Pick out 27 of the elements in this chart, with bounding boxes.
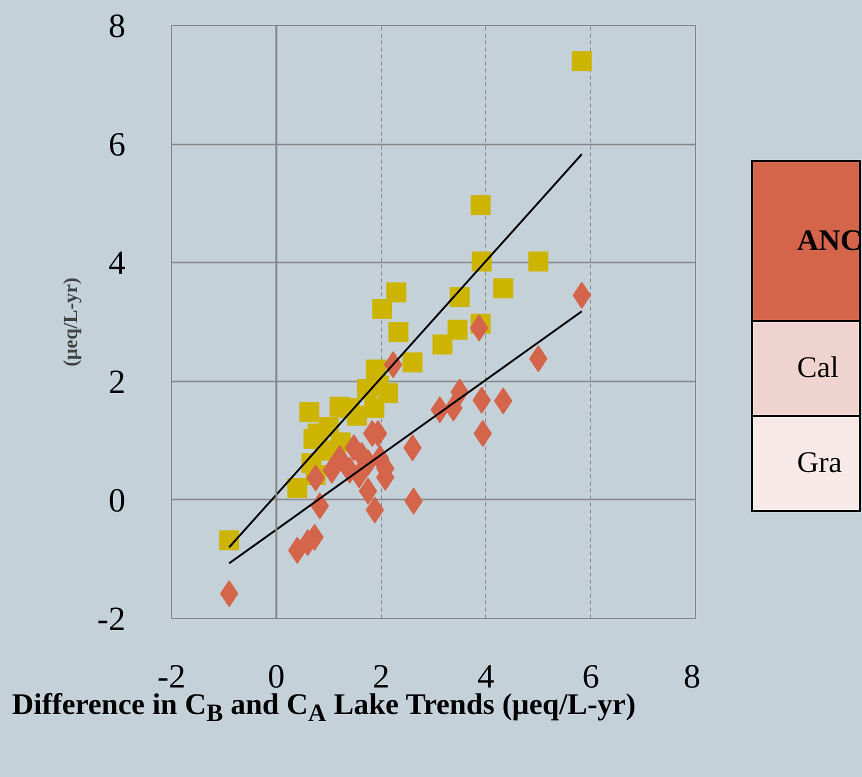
text: Gra [753, 417, 859, 512]
y-tick-label: 8 [108, 8, 126, 45]
y-tick-label: 2 [108, 364, 126, 401]
point [388, 322, 408, 342]
point [346, 406, 367, 426]
point [287, 478, 308, 498]
point [432, 334, 452, 355]
point [386, 282, 406, 302]
point [299, 402, 320, 422]
y-tick-label: 4 [108, 245, 126, 282]
y-tick-label: -2 [97, 601, 126, 638]
point [493, 278, 514, 298]
point [330, 396, 350, 417]
point [470, 195, 491, 216]
text: Cal [753, 322, 859, 417]
y-tick-label: 6 [108, 126, 126, 164]
point [402, 352, 423, 372]
point [219, 530, 240, 550]
point [364, 398, 384, 418]
point [572, 51, 592, 72]
x-tick-label: 8 [684, 658, 700, 696]
y-tick-label: 0 [108, 482, 126, 520]
point [448, 320, 468, 340]
y-axis-title: (μeq/L-yr) [60, 277, 82, 367]
point [372, 298, 392, 319]
text: ANC [753, 162, 862, 322]
point [528, 252, 548, 272]
